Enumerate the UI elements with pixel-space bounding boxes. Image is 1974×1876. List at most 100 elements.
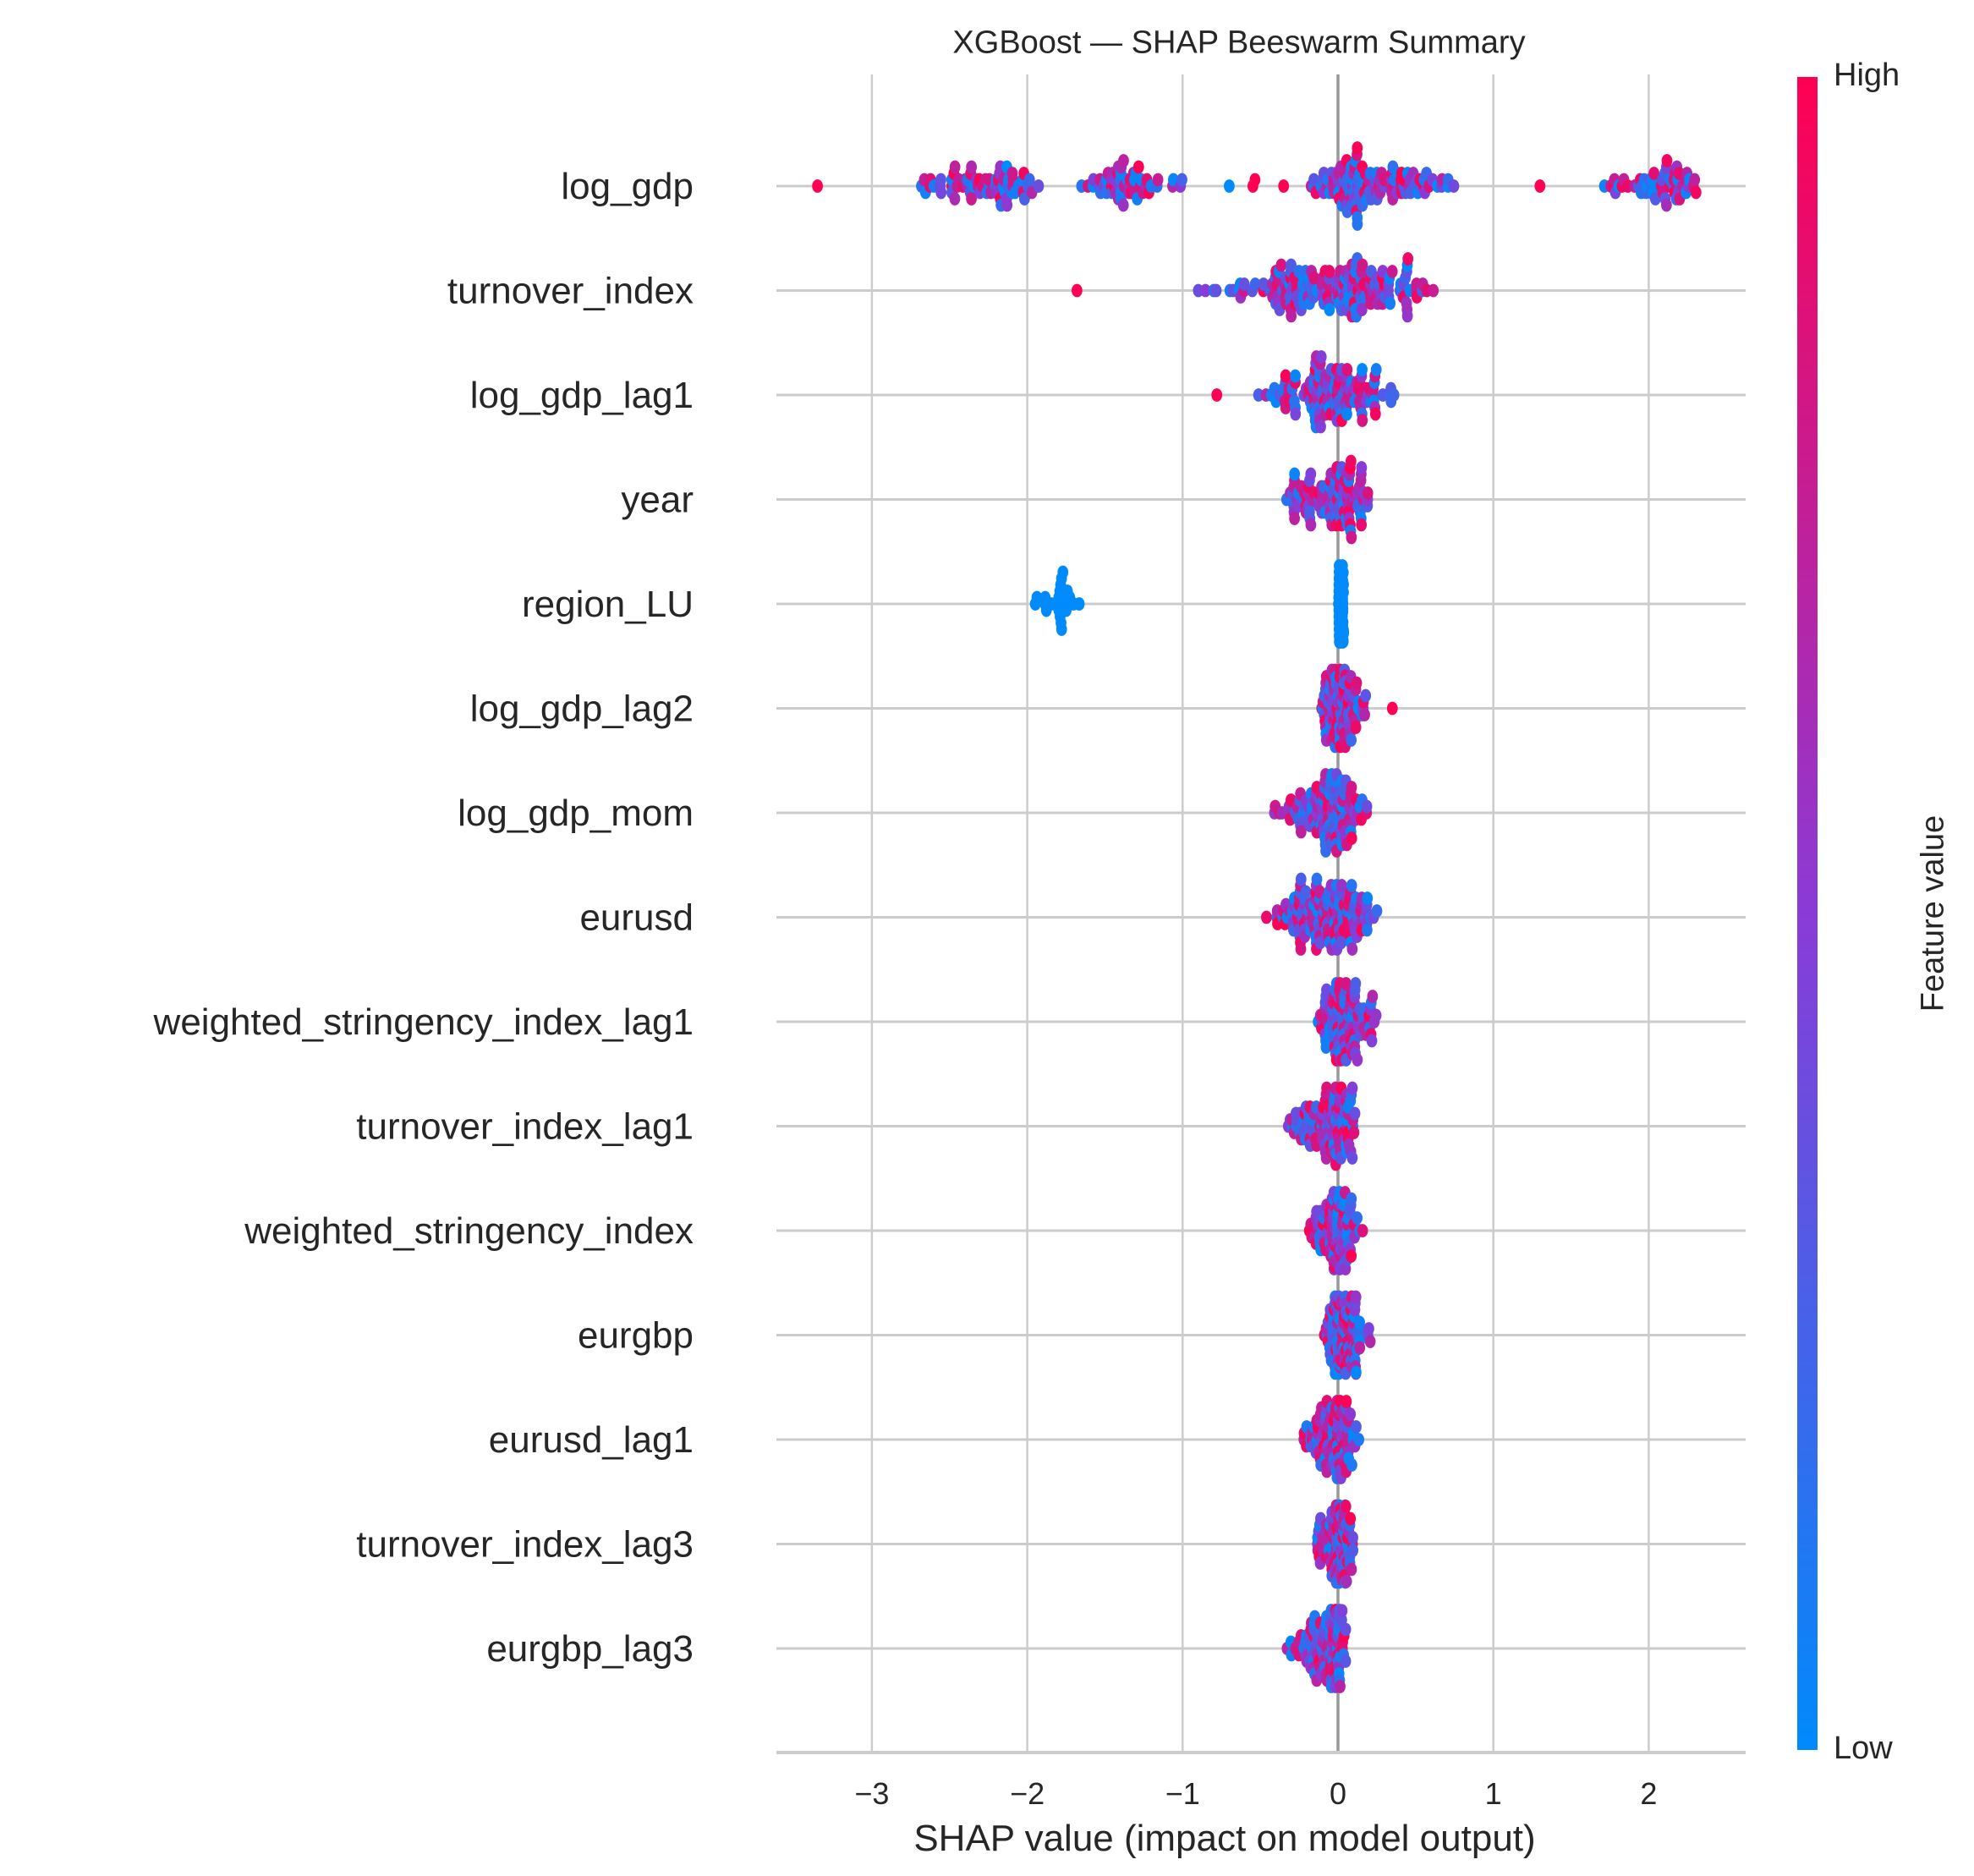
data-point (1350, 721, 1362, 734)
data-point (1289, 467, 1301, 481)
data-point (1305, 518, 1317, 532)
feature-label: region_LU (522, 584, 694, 625)
data-point (1362, 486, 1374, 500)
data-point (1031, 590, 1043, 605)
data-point (1350, 1365, 1362, 1380)
data-point (1117, 198, 1129, 212)
data-point (1132, 160, 1144, 174)
data-point (1386, 265, 1398, 278)
data-point (1280, 369, 1291, 383)
feature-label: year (621, 480, 694, 521)
data-point (1377, 388, 1389, 402)
data-point (1315, 420, 1326, 434)
data-point (1341, 363, 1353, 376)
data-point (1224, 179, 1235, 193)
data-point (1370, 363, 1382, 376)
data-point (1073, 597, 1085, 611)
data-point (1289, 512, 1300, 525)
data-point (1072, 283, 1083, 298)
data-point (812, 179, 823, 193)
data-point (1346, 1192, 1357, 1206)
data-point (1278, 179, 1290, 193)
data-point (1275, 258, 1287, 272)
feature-label: log_gdp_mom (458, 793, 694, 834)
data-point (1370, 1008, 1382, 1023)
feature-label: log_gdp_lag1 (470, 375, 694, 416)
data-point (1366, 1034, 1378, 1048)
colorbar-high-label: High (1834, 58, 1900, 93)
feature-label: log_gdp (561, 166, 694, 207)
data-point (1033, 179, 1045, 193)
data-point (1300, 885, 1312, 899)
data-point (1345, 1511, 1357, 1526)
data-point (1295, 825, 1307, 839)
data-point (1238, 277, 1250, 291)
data-point (1338, 578, 1349, 591)
data-point (1357, 363, 1368, 376)
x-tick-label: −2 (1010, 1776, 1045, 1811)
data-point (1361, 923, 1373, 937)
data-point (1388, 388, 1400, 402)
data-point (1356, 518, 1368, 532)
data-point (1315, 350, 1327, 364)
data-point (1661, 198, 1672, 212)
data-point (1305, 467, 1317, 481)
x-tick-label: −1 (1165, 1776, 1200, 1811)
data-point (1360, 688, 1372, 703)
data-point (1357, 414, 1368, 427)
x-axis-label: SHAP value (impact on model output) (913, 1818, 1536, 1859)
data-point (1347, 1531, 1358, 1544)
data-point (1353, 1433, 1365, 1446)
data-point (935, 173, 946, 187)
data-point (1367, 990, 1379, 1003)
feature-label: weighted_stringency_index (244, 1210, 694, 1252)
data-point (1341, 1395, 1352, 1408)
data-point (1346, 942, 1358, 956)
data-point (1295, 872, 1307, 886)
data-point (1352, 141, 1363, 155)
data-point (1336, 879, 1347, 892)
data-point (1352, 217, 1363, 231)
data-point (1352, 1211, 1363, 1225)
data-point (1001, 198, 1013, 212)
data-point (1324, 303, 1335, 316)
feature-label: eurgbp_lag3 (486, 1628, 694, 1670)
data-point (1308, 271, 1320, 285)
data-point (1211, 388, 1223, 402)
data-point (1690, 185, 1702, 200)
colorbar (1797, 77, 1818, 1750)
feature-label: eurusd_lag1 (489, 1419, 694, 1461)
x-tick-label: −3 (854, 1776, 889, 1811)
data-point (1354, 1341, 1366, 1355)
data-point (1340, 1622, 1352, 1637)
data-point (1386, 701, 1398, 716)
data-point (1290, 369, 1301, 383)
data-point (1324, 265, 1335, 278)
data-point (1349, 1106, 1361, 1121)
data-point (1385, 296, 1396, 310)
colorbar-title: Feature value (1915, 815, 1951, 1012)
data-point (1337, 566, 1349, 579)
data-point (1118, 154, 1129, 167)
data-point (1356, 303, 1368, 316)
data-point (1369, 407, 1381, 421)
data-point (1176, 173, 1187, 187)
data-point (949, 160, 961, 174)
data-point (1335, 935, 1347, 950)
data-point (1346, 1081, 1358, 1095)
data-point (1345, 454, 1357, 469)
data-point (1261, 910, 1272, 924)
data-point (1402, 252, 1414, 266)
data-point (1371, 904, 1383, 918)
feature-label: log_gdp_lag2 (470, 688, 694, 730)
data-point (1286, 309, 1297, 323)
data-point (1363, 1322, 1374, 1336)
data-point (1345, 1407, 1357, 1421)
data-point (1351, 676, 1363, 690)
data-point (1286, 258, 1297, 272)
data-point (1346, 879, 1357, 892)
feature-label: turnover_index (447, 271, 694, 312)
data-point (1199, 283, 1211, 298)
data-point (1335, 1680, 1346, 1693)
